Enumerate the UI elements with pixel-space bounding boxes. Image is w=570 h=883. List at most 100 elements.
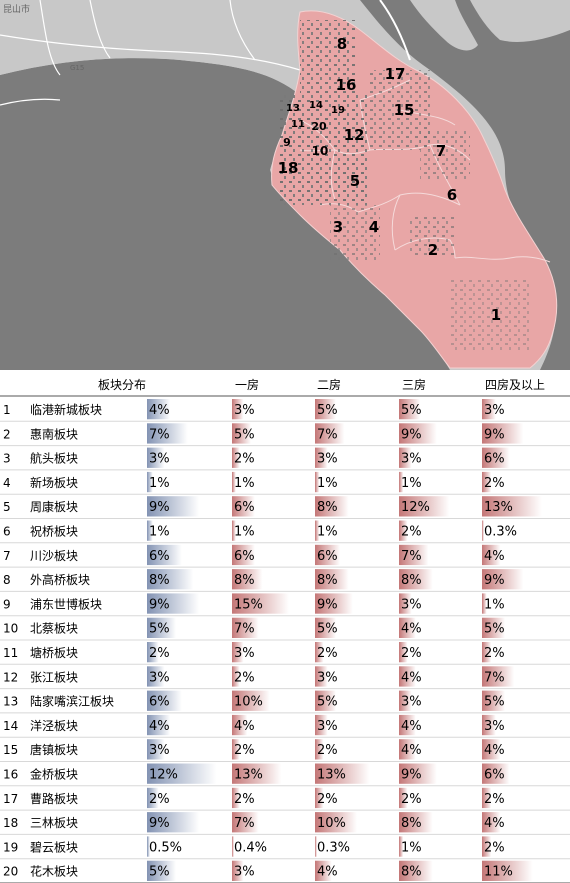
two-bedroom-value: 7%: [317, 427, 338, 442]
two-bedroom-bar: [315, 739, 324, 760]
roads: [0, 0, 411, 106]
two-bedroom-bar: [315, 399, 336, 420]
three-bedroom-value: 9%: [401, 427, 422, 442]
three-bedroom-bar: [399, 690, 412, 711]
three-bedroom-value: 7%: [401, 549, 422, 564]
four-plus-bedroom-value: 4%: [484, 816, 505, 831]
two-bedroom-value: 8%: [317, 573, 338, 588]
region-label-20: 20: [311, 120, 327, 133]
two-bedroom-bar: [315, 471, 320, 493]
one-bedroom-value: 3%: [234, 403, 255, 418]
two-bedroom-value: 1%: [317, 476, 338, 491]
region-label-5: 5: [350, 172, 360, 190]
four-plus-bedroom-bar: [482, 399, 496, 420]
three-bedroom-bar: [399, 836, 404, 857]
one-bedroom-value: 5%: [234, 427, 255, 442]
share-bar: [147, 860, 176, 881]
two-bedroom-value: 2%: [317, 743, 338, 758]
three-bedroom-bar: [399, 763, 437, 784]
row-index: 20: [3, 865, 18, 879]
share-value: 9%: [149, 597, 170, 612]
one-bedroom-value: 1%: [234, 476, 255, 491]
row-district-name: 惠南板块: [30, 426, 78, 441]
one-bedroom-bar: [232, 447, 240, 468]
row-district-name: 碧云板块: [30, 840, 78, 854]
three-bedroom-value: 4%: [401, 670, 422, 685]
share-bar: [147, 423, 188, 444]
three-bedroom-value: 9%: [401, 768, 422, 783]
share-value: 6%: [149, 695, 170, 710]
row-index: 6: [3, 525, 11, 539]
three-bedroom-bar: [399, 739, 416, 760]
row-district-name: 洋泾板块: [30, 718, 78, 733]
one-bedroom-value: 13%: [234, 768, 263, 783]
row-district-name: 川沙板块: [30, 549, 78, 563]
three-bedroom-value: 2%: [401, 525, 422, 540]
one-bedroom-value: 7%: [234, 816, 255, 831]
table-row: 12 张江板块 3% 2% 3% 4% 7%: [0, 666, 570, 690]
row-district-name: 张江板块: [30, 670, 78, 684]
two-bedroom-value: 2%: [317, 792, 338, 807]
share-value: 5%: [149, 865, 170, 880]
three-bedroom-value: 4%: [401, 719, 422, 734]
table-row: 14 洋泾板块 4% 4% 3% 4% 3%: [0, 714, 570, 738]
four-plus-bedroom-bar: [482, 812, 501, 833]
share-value: 4%: [149, 403, 170, 418]
share-value: 9%: [149, 816, 170, 831]
four-plus-bedroom-value: 4%: [484, 743, 505, 758]
row-index: 10: [3, 622, 18, 636]
share-bar: [147, 739, 165, 760]
share-value: 3%: [149, 452, 170, 467]
table-row: 15 唐镇板块 3% 2% 2% 4% 4%: [0, 739, 570, 762]
table-row: 13 陆家嘴滨江板块 6% 10% 5% 3% 5%: [0, 690, 570, 714]
row-index: 1: [3, 403, 11, 417]
three-bedroom-value: 5%: [401, 403, 422, 418]
table-row: 9 浦东世博板块 9% 15% 9% 3% 1%: [0, 593, 570, 617]
three-bedroom-value: 1%: [401, 476, 422, 491]
one-bedroom-bar: [232, 812, 259, 833]
four-plus-bedroom-value: 11%: [484, 865, 513, 880]
two-bedroom-value: 5%: [317, 695, 338, 710]
row-district-name: 北蔡板块: [30, 622, 78, 636]
region-label-9: 9: [283, 136, 291, 149]
table-row: 4 新场板块 1% 1% 1% 1% 2%: [0, 471, 570, 495]
table-rows: 1 临港新城板块 4% 3% 5% 5% 3%2 惠南板块 7% 5% 7% 9% 9%3 航头板块 3% 2…: [0, 399, 570, 883]
two-bedroom-value: 10%: [317, 816, 346, 831]
one-bedroom-value: 2%: [234, 743, 255, 758]
row-district-name: 塘桥板块: [30, 645, 78, 660]
region-label-18: 18: [278, 159, 299, 177]
row-index: 11: [3, 646, 18, 660]
two-bedroom-bar: [315, 690, 336, 711]
row-district-name: 陆家嘴滨江板块: [30, 694, 114, 709]
region-label-1: 1: [491, 306, 501, 324]
two-bedroom-value: 1%: [317, 525, 338, 540]
region-label-12: 12: [344, 126, 365, 144]
share-bar: [147, 642, 159, 663]
header-one-bedroom: 一房: [235, 377, 259, 392]
row-district-name: 祝桥板块: [30, 525, 78, 539]
row-district-name: 花木板块: [30, 864, 78, 879]
four-plus-bedroom-value: 1%: [484, 597, 505, 612]
one-bedroom-bar: [232, 666, 240, 687]
four-plus-bedroom-bar: [482, 739, 501, 760]
three-bedroom-bar: [399, 520, 408, 541]
one-bedroom-bar: [232, 617, 259, 638]
two-bedroom-bar: [315, 423, 345, 444]
west-land: [0, 0, 300, 95]
table-row: 7 川沙板块 6% 6% 6% 7% 4%: [0, 544, 570, 568]
share-bar: [147, 812, 200, 833]
four-plus-bedroom-value: 9%: [484, 573, 505, 588]
row-index: 4: [3, 476, 11, 490]
three-bedroom-bar: [399, 593, 412, 614]
share-bar: [147, 569, 194, 590]
row-district-name: 唐镇板块: [30, 742, 78, 757]
three-bedroom-value: 2%: [401, 646, 422, 661]
one-bedroom-bar: [232, 836, 234, 857]
one-bedroom-bar: [232, 642, 244, 663]
share-value: 7%: [149, 427, 170, 442]
row-index: 5: [3, 500, 11, 514]
four-plus-bedroom-bar: [482, 763, 510, 784]
four-plus-bedroom-value: 5%: [484, 622, 505, 637]
